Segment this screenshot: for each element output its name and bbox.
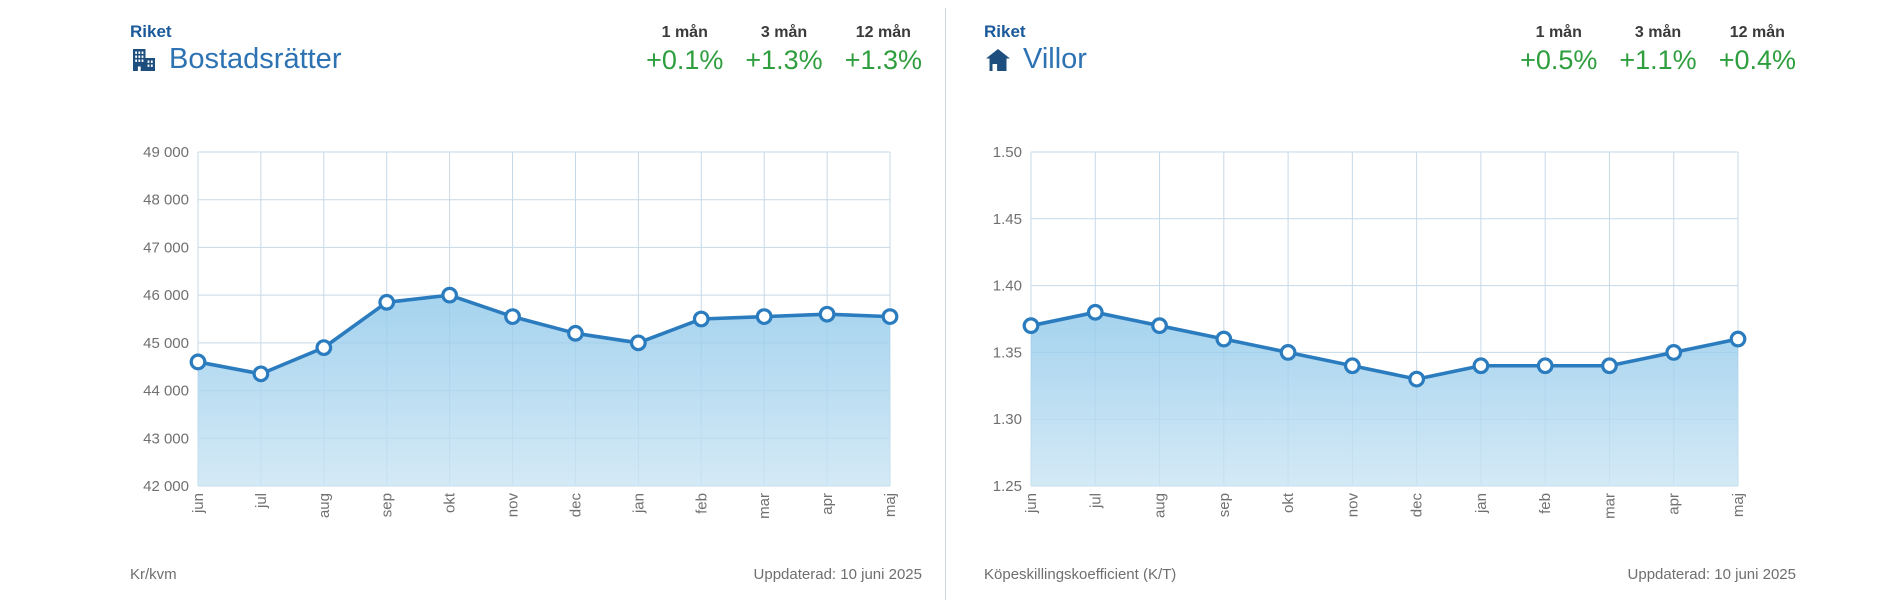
svg-text:nov: nov — [505, 493, 522, 518]
period-label: 1 mån — [661, 24, 708, 41]
svg-text:1.40: 1.40 — [993, 278, 1022, 295]
svg-text:42 000: 42 000 — [143, 478, 189, 495]
svg-text:mar: mar — [756, 493, 773, 519]
updated-label: Uppdaterad: 10 juni 2025 — [1627, 566, 1796, 583]
svg-text:sep: sep — [379, 493, 396, 517]
svg-text:mar: mar — [1601, 493, 1618, 519]
change-col-1man: 1 mån +0.1% — [646, 24, 723, 74]
change-value: +1.3% — [745, 45, 823, 75]
unit-label: Köpeskillingskoefficient (K/T) — [984, 566, 1177, 583]
change-col-12man: 12 mån +1.3% — [845, 24, 922, 74]
period-changes: 1 mån +0.5% 3 mån +1.1% 12 mån +0.4% — [1520, 24, 1796, 74]
svg-text:feb: feb — [1537, 493, 1554, 514]
svg-text:49 000: 49 000 — [143, 144, 189, 161]
panel-title-row: Bostadsrätter — [130, 43, 342, 76]
svg-text:okt: okt — [442, 492, 459, 513]
panel-title: Villor — [1023, 43, 1087, 75]
svg-text:aug: aug — [1152, 493, 1169, 518]
bostadsratter-price-chart[interactable]: 49 000 48 000 47 000 46 000 45 000 44 000 43 0… — [0, 0, 946, 614]
svg-text:44 000: 44 000 — [143, 383, 189, 400]
svg-text:43 000: 43 000 — [143, 430, 189, 447]
period-label: 3 mån — [760, 24, 808, 41]
change-value: +0.5% — [1520, 45, 1598, 75]
svg-text:jan: jan — [630, 493, 647, 514]
svg-text:nov: nov — [1344, 493, 1361, 518]
period-label: 3 mån — [1634, 24, 1682, 41]
svg-text:45 000: 45 000 — [143, 335, 189, 352]
panel-title: Bostadsrätter — [169, 43, 342, 75]
change-value: +0.1% — [646, 45, 724, 75]
svg-text:apr: apr — [1666, 493, 1683, 515]
svg-text:1.50: 1.50 — [993, 144, 1022, 161]
svg-text:1.25: 1.25 — [993, 478, 1022, 495]
period-label: 12 mån — [1729, 24, 1785, 41]
svg-text:1.45: 1.45 — [993, 211, 1022, 228]
svg-text:1.30: 1.30 — [993, 411, 1022, 428]
svg-text:aug: aug — [316, 493, 333, 518]
updated-label: Uppdaterad: 10 juni 2025 — [753, 566, 922, 583]
change-col-3man: 3 mån +1.3% — [745, 24, 822, 74]
panel-title-row: Villor — [984, 43, 1087, 76]
change-value: +1.1% — [1619, 45, 1697, 75]
panel-divider — [945, 8, 946, 600]
svg-text:1.35: 1.35 — [993, 344, 1022, 361]
panel-bostadsratter: 49 000 48 000 47 000 46 000 45 000 44 000 43 0… — [0, 0, 946, 614]
svg-text:jul: jul — [253, 493, 270, 509]
svg-text:okt: okt — [1280, 492, 1297, 513]
change-value: +1.3% — [844, 45, 922, 75]
unit-label: Kr/kvm — [130, 566, 177, 583]
svg-text:maj: maj — [1730, 493, 1747, 517]
change-value: +0.4% — [1718, 45, 1796, 75]
house-icon — [984, 46, 1012, 74]
svg-text:dec: dec — [567, 493, 584, 518]
change-col-12man: 12 mån +0.4% — [1719, 24, 1796, 74]
panel-villor: 1.50 1.45 1.40 1.35 1.30 1.25 jun jul aug sep okt n… — [946, 0, 1892, 614]
svg-text:jul: jul — [1087, 493, 1104, 509]
svg-text:apr: apr — [819, 493, 836, 515]
period-label: 12 mån — [855, 24, 911, 41]
change-col-1man: 1 mån +0.5% — [1520, 24, 1597, 74]
svg-text:47 000: 47 000 — [143, 239, 189, 256]
svg-text:48 000: 48 000 — [143, 192, 189, 209]
period-changes: 1 mån +0.1% 3 mån +1.3% 12 mån +1.3% — [646, 24, 922, 74]
svg-text:dec: dec — [1409, 493, 1426, 518]
period-label: 1 mån — [1535, 24, 1582, 41]
svg-text:46 000: 46 000 — [143, 287, 189, 304]
region-label: Riket — [130, 22, 172, 41]
svg-text:jun: jun — [190, 493, 207, 514]
change-col-3man: 3 mån +1.1% — [1619, 24, 1696, 74]
apartment-building-icon — [130, 46, 158, 74]
svg-text:jan: jan — [1473, 493, 1490, 514]
svg-text:jun: jun — [1023, 493, 1040, 514]
svg-text:sep: sep — [1216, 493, 1233, 517]
svg-text:maj: maj — [882, 493, 899, 517]
region-label: Riket — [984, 22, 1026, 41]
svg-text:feb: feb — [693, 493, 710, 514]
